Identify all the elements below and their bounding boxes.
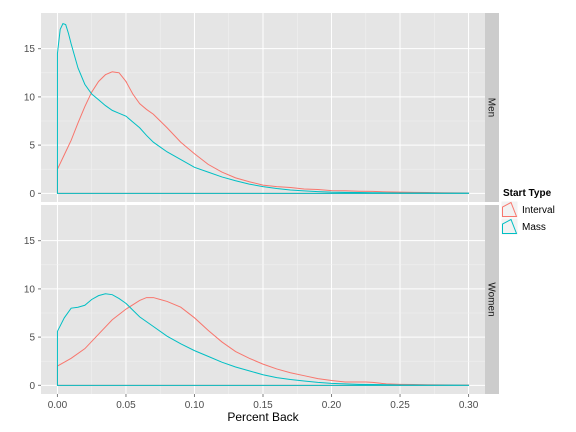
y-axis: 0 5 10 15	[24, 236, 41, 392]
strip-label-women: Women	[486, 282, 497, 316]
y-tick-label: 0	[29, 189, 35, 200]
x-tick-label: 0.25	[390, 400, 410, 411]
y-tick-label: 10	[24, 92, 36, 103]
y-tick-label: 5	[29, 333, 35, 344]
y-tick-label: 15	[24, 236, 36, 247]
legend-label-mass: Mass	[522, 222, 546, 233]
x-axis-title: Percent Back	[227, 410, 299, 424]
legend-entry-interval: Interval	[500, 200, 555, 219]
x-tick-label: 0.10	[185, 400, 205, 411]
legend-key-line	[502, 218, 518, 234]
legend-entry-mass: Mass	[500, 217, 546, 236]
x-tick-label: 0.15	[253, 400, 273, 411]
strip-background	[485, 205, 499, 394]
y-tick-label: 5	[29, 141, 35, 152]
x-tick-label: 0.30	[459, 400, 479, 411]
y-axis: 0 5 10 15	[24, 44, 41, 200]
x-axis: 0.00 0.05 0.10 0.15 0.20 0.25 0.30	[48, 394, 479, 411]
strip-label-men: Men	[486, 98, 497, 117]
legend: Start Type Interval Mass	[500, 188, 555, 236]
y-tick-label: 0	[29, 381, 35, 392]
y-tick-label: 15	[24, 44, 36, 55]
series-mass-line	[56, 293, 470, 386]
y-tick-label: 10	[24, 284, 36, 295]
x-tick-label: 0.20	[322, 400, 342, 411]
panel-men: Men 0 5 10 15	[24, 13, 499, 202]
series-layer	[56, 293, 470, 386]
x-tick-label: 0.00	[48, 400, 68, 411]
legend-label-interval: Interval	[522, 205, 555, 216]
panel-women: Women 0 5 10 15	[24, 205, 499, 394]
legend-key-line	[502, 201, 518, 217]
series-interval-line	[56, 71, 470, 194]
strip-background	[485, 13, 499, 202]
legend-title: Start Type	[503, 188, 552, 199]
series-layer	[56, 22, 470, 194]
x-tick-label: 0.05	[116, 400, 136, 411]
series-mass-line	[56, 22, 470, 194]
